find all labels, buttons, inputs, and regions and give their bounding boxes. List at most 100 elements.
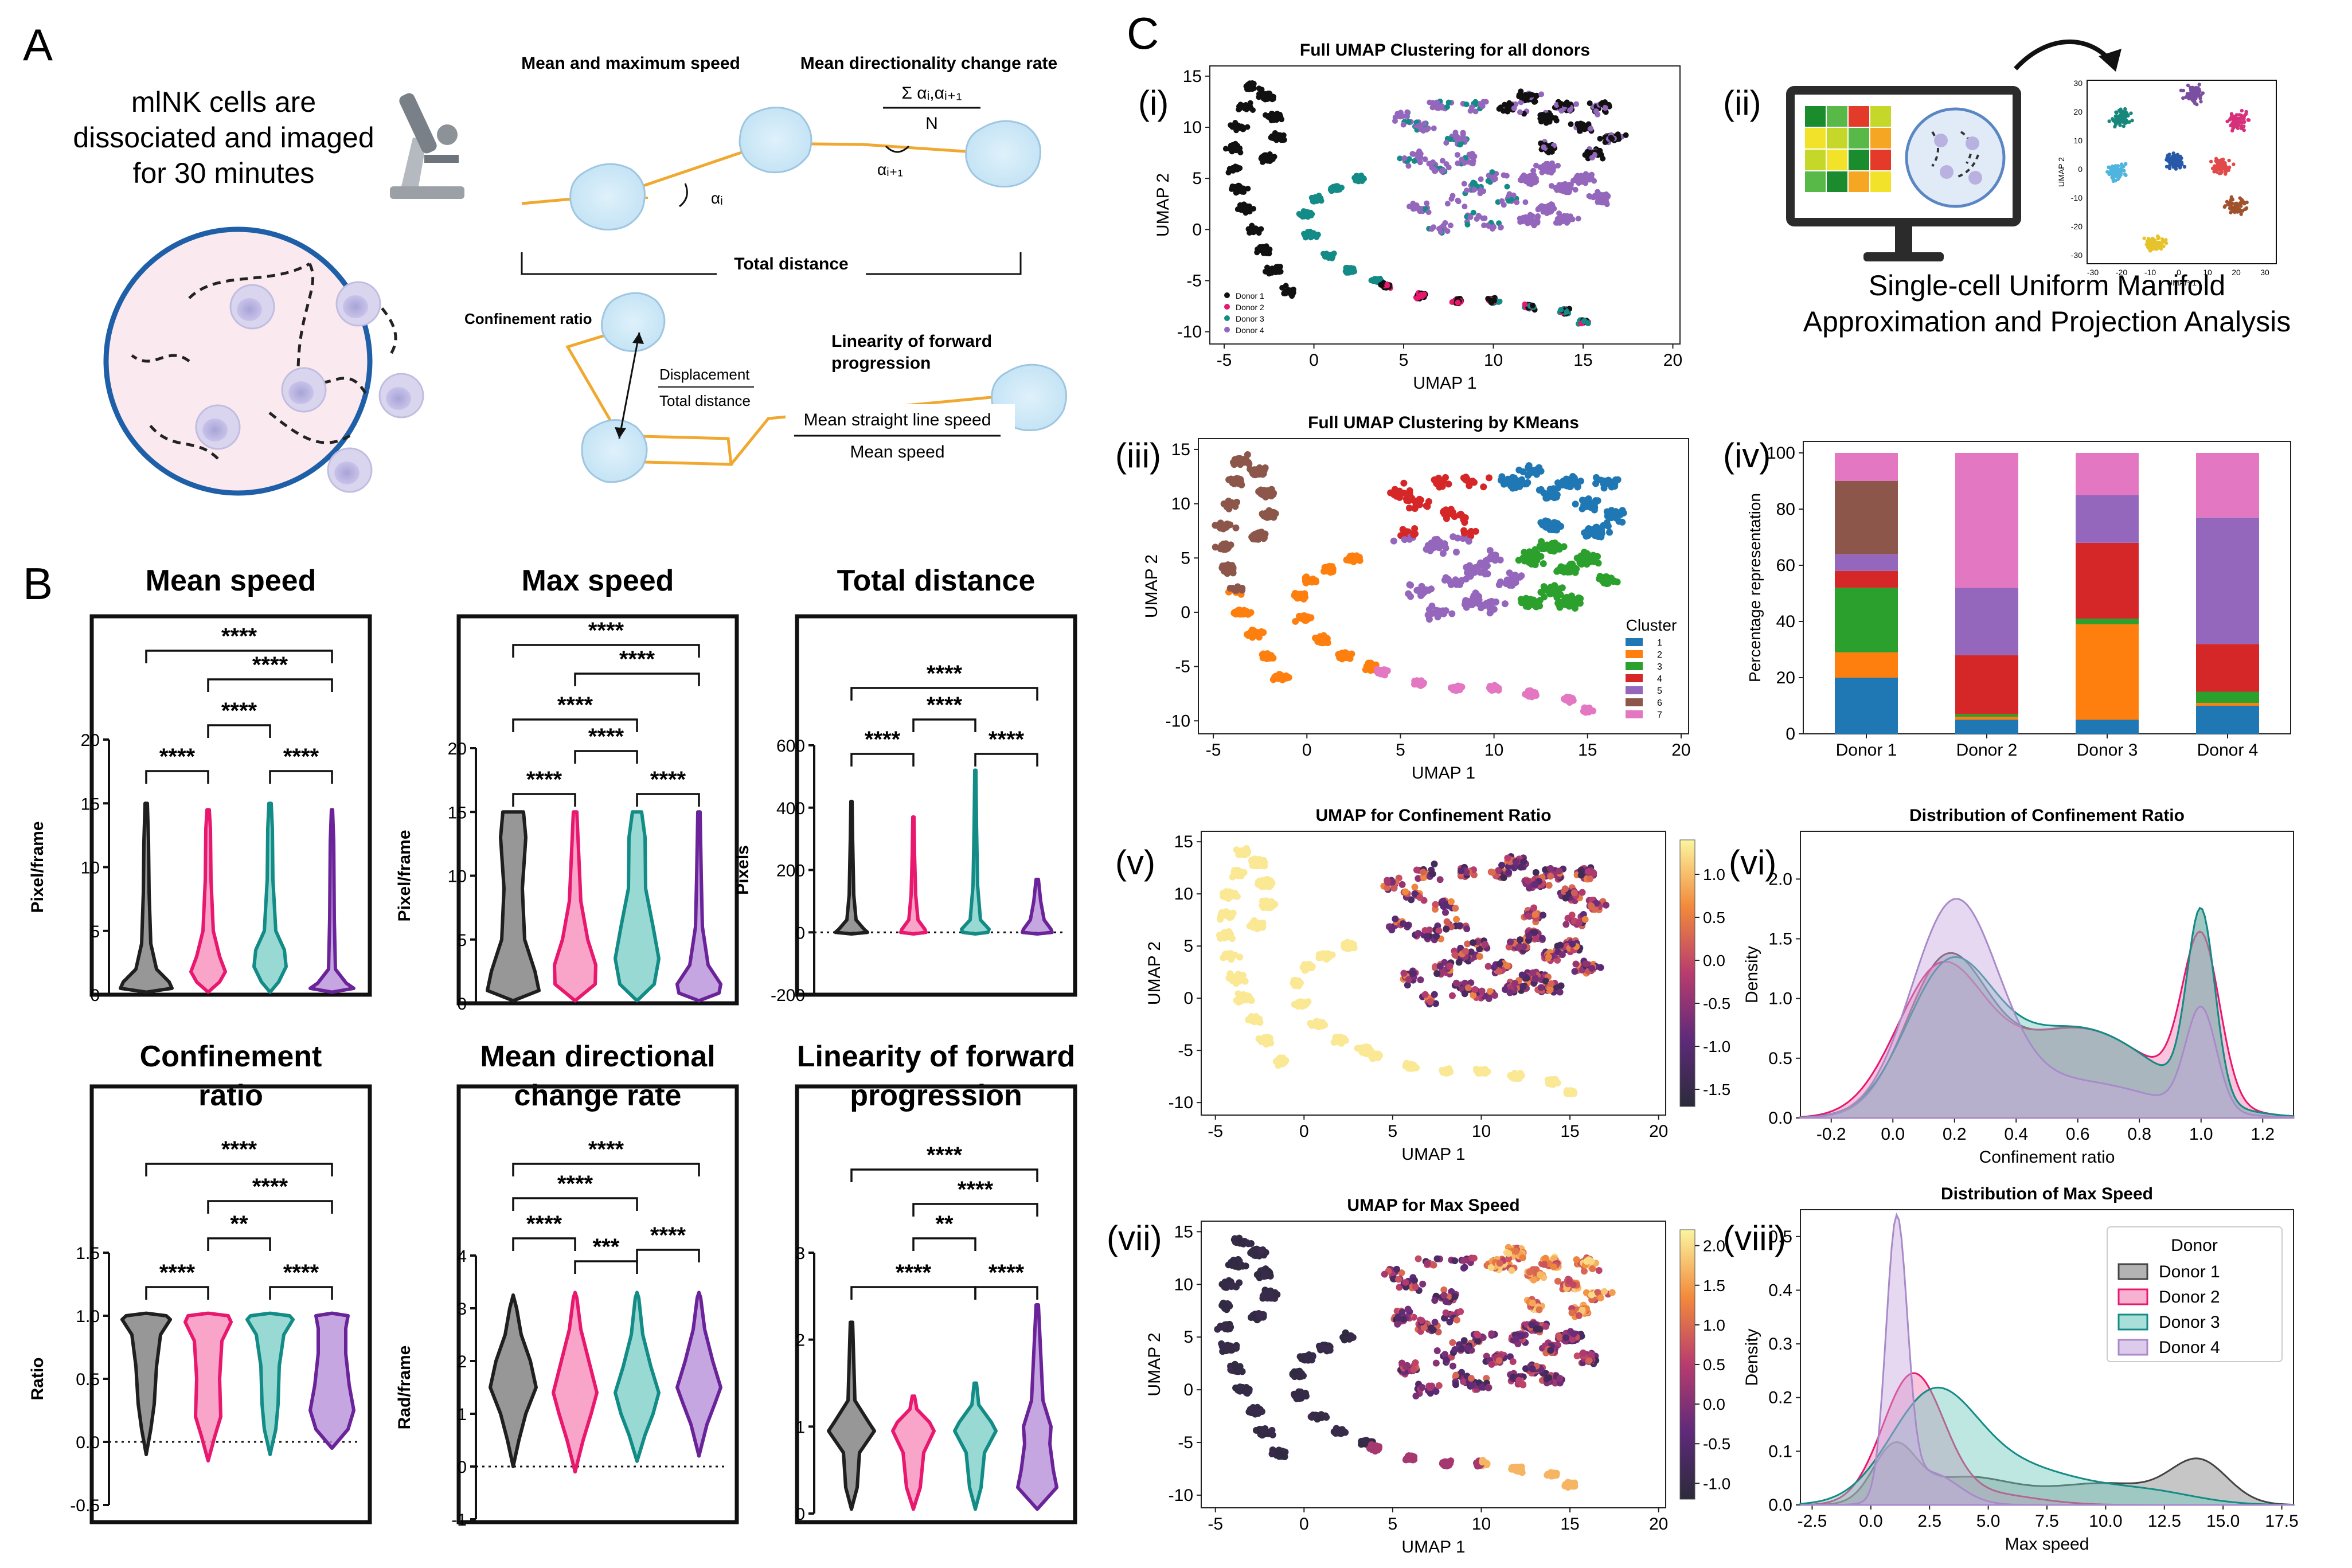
violin-donor-3	[614, 1291, 661, 1463]
y-tick-label: 0	[795, 924, 805, 943]
umap-point	[1471, 186, 1478, 193]
small-x-tick: -20	[2116, 268, 2127, 277]
umap-point	[1468, 601, 1476, 609]
small-y-tick: -20	[2071, 222, 2083, 231]
umap-point	[1394, 111, 1401, 117]
small-umap-point	[2231, 119, 2236, 123]
umap-point	[1491, 686, 1498, 693]
y-tick-label: 600	[776, 737, 805, 756]
umap-point	[1454, 152, 1460, 158]
umap-point	[1536, 486, 1543, 494]
umap-point	[1502, 580, 1510, 588]
small-umap-point	[2115, 111, 2119, 115]
umap-point	[1457, 142, 1463, 148]
plot-frame	[1209, 65, 1681, 345]
sig-bracket	[912, 1237, 976, 1251]
umap-point	[1433, 535, 1441, 543]
umap-point	[1479, 103, 1485, 110]
umap-point	[1577, 595, 1584, 602]
mean-straight-label: Mean straight line speed	[804, 410, 991, 429]
umap-point	[1277, 264, 1283, 270]
umap-point	[1485, 474, 1493, 482]
small-umap-point	[2228, 206, 2232, 210]
umap-point	[1589, 171, 1595, 178]
violin-title: Mean speed	[146, 564, 317, 597]
bar-segment	[1835, 652, 1898, 678]
umap-point	[1533, 603, 1540, 611]
small-y-tick: 20	[2073, 107, 2083, 116]
x-tick-label: 5	[1388, 1122, 1398, 1141]
small-umap-point	[2160, 238, 2165, 243]
umap-point	[1460, 130, 1466, 136]
y-axis-label: Rad/frame	[395, 1346, 414, 1430]
umap-point	[1264, 248, 1270, 255]
sig-label: ****	[252, 1174, 288, 1199]
umap-point	[1614, 476, 1622, 483]
sig-bracket	[145, 1286, 209, 1300]
small-umap-point	[2193, 101, 2197, 105]
angle-arc-1	[679, 183, 688, 208]
violin-title: Linearity of forward	[797, 1040, 1075, 1073]
monitor-stand	[1895, 226, 1912, 255]
bar-segment	[2076, 453, 2139, 495]
violin-donor-2	[553, 810, 597, 1003]
umap-point	[1239, 126, 1245, 132]
violin-panel-4: Confinementratio-0.50.00.51.01.5Ratio***…	[28, 1040, 372, 1524]
umap-point	[1232, 524, 1240, 531]
umap-point	[1218, 933, 1225, 940]
violin-donor-4	[1016, 1303, 1058, 1511]
umap-point	[1222, 146, 1229, 152]
umap-point	[1589, 552, 1597, 559]
legend-label: 4	[1657, 674, 1662, 684]
umap-point	[1314, 234, 1320, 240]
sig-label: ****	[159, 744, 196, 769]
sig-bracket	[207, 1200, 333, 1214]
umap-point	[1448, 195, 1455, 202]
umap-point	[1480, 483, 1487, 491]
umap-point	[1595, 193, 1601, 199]
sig-label: ****	[526, 767, 562, 792]
small-umap-point	[2168, 160, 2172, 164]
small-umap-point	[2108, 166, 2112, 170]
small-umap-point	[2115, 120, 2120, 125]
umap-point	[1462, 136, 1468, 143]
y-axis-label: Pixel/frame	[395, 830, 414, 921]
umap-point	[1548, 164, 1554, 170]
small-umap-point	[2170, 158, 2175, 162]
umap-point	[1581, 124, 1588, 130]
umap-point	[1233, 586, 1240, 594]
heat-cell	[1827, 150, 1847, 170]
y-axis-label: UMAP 2	[1145, 941, 1164, 1005]
umap-point	[1573, 101, 1580, 107]
umap-point	[1225, 169, 1232, 175]
umap-point	[1401, 155, 1408, 161]
y-tick-label: 0	[1786, 725, 1795, 744]
alpha-i1-label: αᵢ₊₁	[877, 161, 903, 178]
umap-point	[1228, 500, 1235, 508]
umap-point	[1444, 201, 1451, 207]
umap-point	[1228, 912, 1236, 920]
umap-point	[1225, 931, 1233, 939]
sub-label-vi: (vi)	[1729, 843, 1776, 882]
umap-point	[1524, 479, 1531, 486]
x-tick-label: -5	[1206, 741, 1221, 760]
umap-point	[1302, 232, 1308, 238]
umap-point	[1462, 514, 1469, 522]
small-umap-point	[2174, 164, 2178, 168]
umap-point	[1277, 132, 1283, 138]
small-umap-point	[2124, 120, 2128, 124]
y-tick-label: -10	[1166, 711, 1190, 730]
y-tick-label: 15	[1183, 67, 1202, 86]
y-tick-label: 3	[457, 1300, 467, 1319]
small-x-tick: -10	[2144, 268, 2156, 277]
y-tick-label: -5	[1175, 658, 1190, 677]
umap-point	[1515, 557, 1522, 564]
umap-point	[1561, 214, 1568, 221]
umap-point	[1471, 180, 1478, 186]
x-tick-label: 15	[1573, 351, 1592, 370]
umap-point	[1241, 205, 1247, 212]
umap-point	[1471, 569, 1478, 576]
violin-donor-2	[552, 1291, 599, 1474]
sig-bracket	[850, 1286, 976, 1300]
